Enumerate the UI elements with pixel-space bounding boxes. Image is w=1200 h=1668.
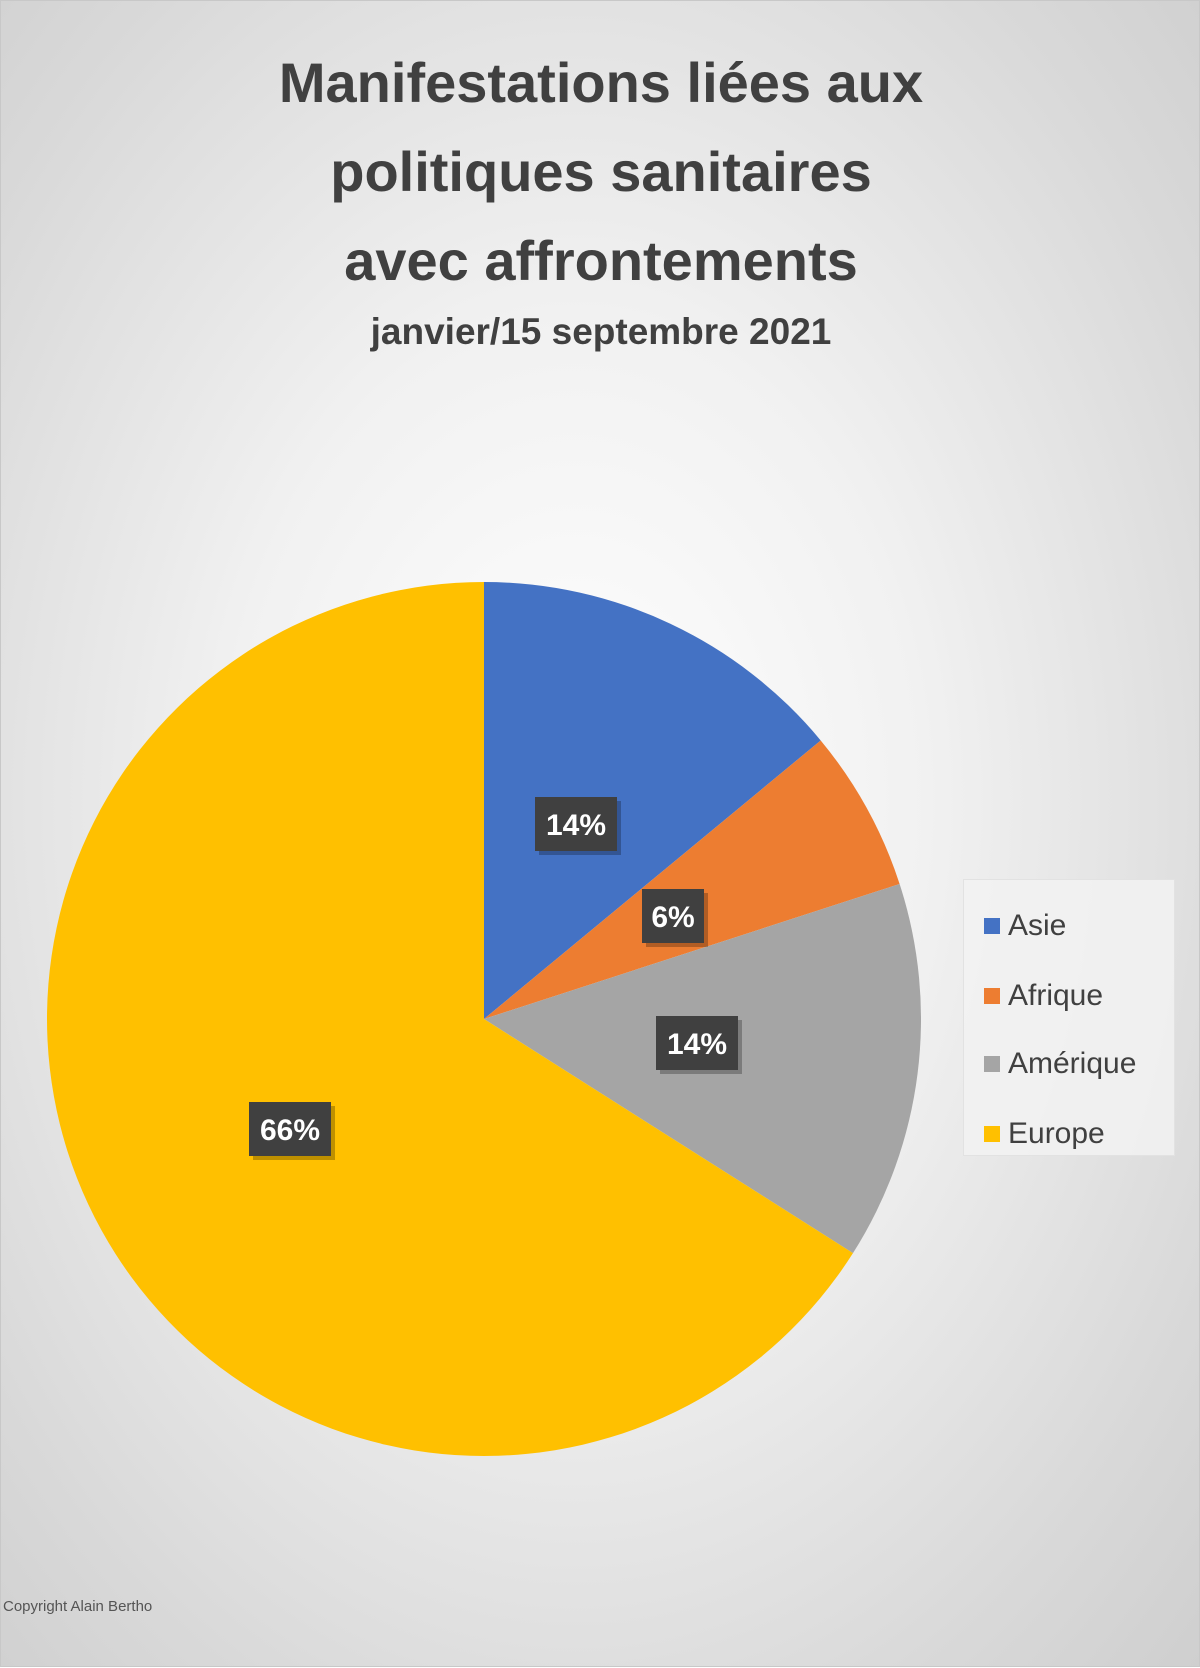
legend-swatch-asie (984, 918, 1000, 934)
svg-text:66%: 66% (260, 1114, 320, 1147)
copyright-text: Copyright Alain Bertho (3, 1598, 153, 1615)
data-label-asie: 14% (535, 797, 621, 855)
chart-title-line-2: politiques sanitaires (330, 140, 872, 203)
svg-text:6%: 6% (651, 901, 694, 934)
pie-slice-asie (484, 582, 821, 1019)
chart-subtitle: janvier/15 septembre 2021 (370, 311, 832, 352)
data-label-amerique: 14% (656, 1016, 742, 1074)
legend: Asie Afrique Amérique Europe (963, 879, 1175, 1156)
pie-slice-afrique (484, 740, 900, 1019)
legend-swatch-amerique (984, 1056, 1000, 1072)
svg-text:14%: 14% (546, 809, 606, 842)
data-label-afrique: 6% (642, 889, 708, 947)
svg-text:14%: 14% (667, 1028, 727, 1061)
legend-label-amerique: Amérique (1008, 1047, 1137, 1080)
legend-swatch-afrique (984, 988, 1000, 1004)
data-label-europe: 66% (249, 1102, 335, 1160)
chart-title-line-1: Manifestations liées aux (278, 51, 924, 114)
legend-label-asie: Asie (1008, 909, 1067, 942)
legend-item-europe: Europe (984, 1116, 1105, 1152)
pie-slice-europe (46, 582, 853, 1456)
chart-title-line-3: avec affrontements (344, 229, 858, 292)
legend-item-amerique: Amérique (984, 1046, 1136, 1082)
legend-label-afrique: Afrique (1008, 979, 1104, 1012)
legend-item-asie: Asie (984, 908, 1066, 944)
legend-item-afrique: Afrique (984, 978, 1103, 1014)
legend-label-europe: Europe (1008, 1117, 1105, 1150)
legend-swatch-europe (984, 1126, 1000, 1142)
